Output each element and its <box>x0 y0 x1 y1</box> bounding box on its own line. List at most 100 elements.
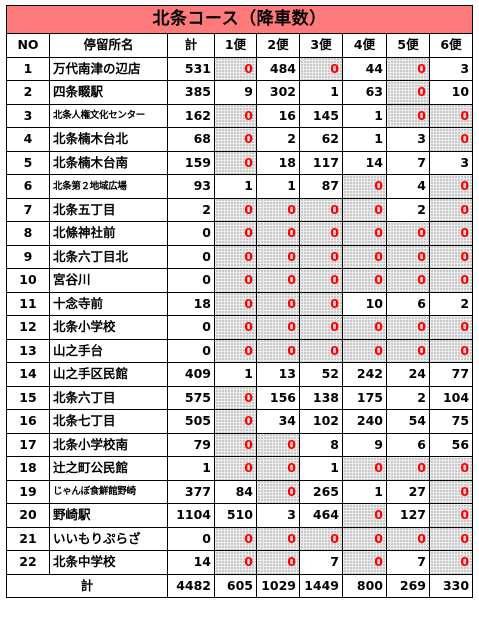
trip-count-cell: 0 <box>386 56 430 81</box>
trip-count-cell: 3 <box>428 56 474 81</box>
trip-count-cell: 0 <box>214 338 257 363</box>
row-total-cell: 0 <box>167 526 215 551</box>
trip-count-cell: 34 <box>256 409 300 434</box>
trip-count-cell: 13 <box>256 362 300 387</box>
trip-count-cell: 242 <box>342 362 387 387</box>
trip-count-cell: 1 <box>214 174 257 199</box>
trip-count-cell: 7 <box>299 550 343 575</box>
col-header-total: 計 <box>167 33 215 58</box>
row-total-cell: 93 <box>167 174 215 199</box>
trip-count-cell: 77 <box>428 362 474 387</box>
trip-count-cell: 16 <box>256 103 300 128</box>
trip-count-cell: 0 <box>214 456 257 481</box>
col-header-trip-2: 2便 <box>256 33 300 58</box>
row-number: 16 <box>6 409 50 434</box>
stop-name: 北条人権文化センター <box>49 103 168 128</box>
trip-count-cell: 1 <box>256 174 300 199</box>
row-total-cell: 18 <box>167 291 215 316</box>
row-total-cell: 68 <box>167 127 215 152</box>
trip-count-cell: 62 <box>299 127 343 152</box>
trip-count-cell: 0 <box>386 80 430 105</box>
table-row: 8 北條神社前 0 0 0 0 0 0 0 <box>6 221 474 246</box>
trip-count-cell: 145 <box>299 103 343 128</box>
trip-count-cell: 0 <box>342 244 387 269</box>
stop-name: 十念寺前 <box>49 291 168 316</box>
table-row: 5 北条楠木台南 159 0 18 117 14 7 3 <box>6 150 474 175</box>
trip-count-cell: 0 <box>386 338 430 363</box>
col-header-trip-3: 3便 <box>299 33 343 58</box>
total-cell: 4482 <box>167 573 215 598</box>
trip-count-cell: 0 <box>299 56 343 81</box>
row-total-cell: 385 <box>167 80 215 105</box>
row-number: 22 <box>6 550 50 575</box>
row-total-cell: 0 <box>167 244 215 269</box>
trip-count-cell: 0 <box>428 526 474 551</box>
row-total-cell: 575 <box>167 385 215 410</box>
trip-count-cell: 0 <box>342 221 387 246</box>
trip-count-cell: 3 <box>256 503 300 528</box>
trip-count-cell: 0 <box>214 315 257 340</box>
trip-count-cell: 7 <box>386 550 430 575</box>
trip-count-cell: 1 <box>342 103 387 128</box>
row-total-cell: 14 <box>167 550 215 575</box>
trip-count-cell: 3 <box>428 150 474 175</box>
table-row: 22 北条中学校 14 0 0 7 0 7 0 <box>6 550 474 575</box>
row-number: 10 <box>6 268 50 293</box>
row-number: 8 <box>6 221 50 246</box>
trip-count-cell: 0 <box>256 550 300 575</box>
row-total-cell: 1104 <box>167 503 215 528</box>
trip-count-cell: 2 <box>386 197 430 222</box>
table-title: 北条コース（降車数） <box>5 5 474 34</box>
row-number: 11 <box>6 291 50 316</box>
trip-count-cell: 0 <box>256 432 300 457</box>
trip-count-cell: 0 <box>428 221 474 246</box>
table-row: 11 十念寺前 18 0 0 0 10 6 2 <box>6 291 474 316</box>
trip-count-cell: 0 <box>428 315 474 340</box>
trip-count-cell: 127 <box>386 503 430 528</box>
table-row: 14 山之手区民館 409 1 13 52 242 24 77 <box>6 362 474 387</box>
trip-count-cell: 0 <box>342 503 387 528</box>
total-label: 計 <box>6 573 168 598</box>
trip-count-cell: 0 <box>386 456 430 481</box>
col-header-stop-name: 停留所名 <box>49 33 168 58</box>
trip-count-cell: 0 <box>428 550 474 575</box>
trip-count-cell: 0 <box>428 268 474 293</box>
row-number: 19 <box>6 479 50 504</box>
trip-count-cell: 27 <box>386 479 430 504</box>
trip-count-cell: 0 <box>214 127 257 152</box>
trip-count-cell: 0 <box>299 197 343 222</box>
trip-count-cell: 0 <box>256 338 300 363</box>
trip-count-cell: 18 <box>256 150 300 175</box>
trip-count-cell: 52 <box>299 362 343 387</box>
stop-name: 北条楠木台南 <box>49 150 168 175</box>
trip-count-cell: 0 <box>214 550 257 575</box>
trip-count-cell: 0 <box>214 291 257 316</box>
table-row: 6 北条第２地域広場 93 1 1 87 0 4 0 <box>6 174 474 199</box>
total-cell: 269 <box>386 573 430 598</box>
trip-count-cell: 484 <box>256 56 300 81</box>
total-cell: 605 <box>214 573 257 598</box>
row-total-cell: 0 <box>167 315 215 340</box>
trip-count-cell: 0 <box>214 385 257 410</box>
row-number: 6 <box>6 174 50 199</box>
trip-count-cell: 0 <box>428 174 474 199</box>
row-number: 9 <box>6 244 50 269</box>
trip-count-cell: 44 <box>342 56 387 81</box>
trip-count-cell: 104 <box>428 385 474 410</box>
trip-count-cell: 0 <box>299 244 343 269</box>
table-row: 21 いいもりぷらざ 0 0 0 0 0 0 0 <box>6 526 474 551</box>
trip-count-cell: 117 <box>299 150 343 175</box>
trip-count-cell: 10 <box>342 291 387 316</box>
trip-count-cell: 0 <box>386 244 430 269</box>
trip-count-cell: 2 <box>428 291 474 316</box>
trip-count-cell: 0 <box>299 268 343 293</box>
row-number: 14 <box>6 362 50 387</box>
trip-count-cell: 240 <box>342 409 387 434</box>
trip-count-cell: 0 <box>386 526 430 551</box>
trip-count-cell: 0 <box>256 197 300 222</box>
table-row: 12 北条小学校 0 0 0 0 0 0 0 <box>6 315 474 340</box>
trip-count-cell: 0 <box>256 315 300 340</box>
trip-count-cell: 0 <box>342 197 387 222</box>
trip-count-cell: 2 <box>256 127 300 152</box>
trip-count-cell: 0 <box>256 526 300 551</box>
